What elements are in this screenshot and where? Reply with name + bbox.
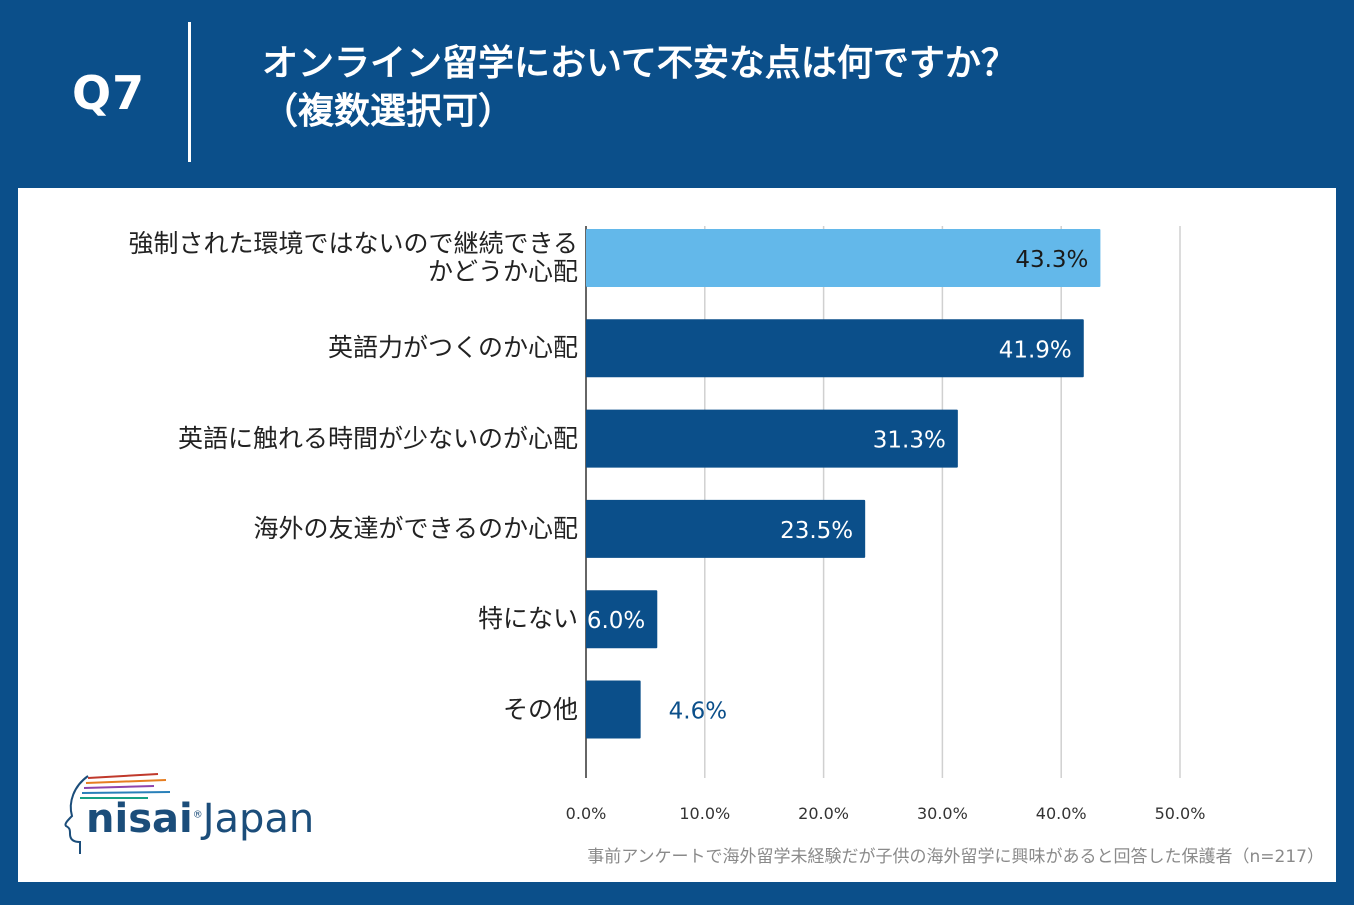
category-label-line: 海外の友達ができるのか心配 (253, 513, 578, 543)
bar (586, 680, 641, 739)
category-label: その他 (38, 694, 578, 724)
bar-value-label: 31.3% (873, 428, 946, 454)
category-label-line: 強制された環境ではないので継続できる (128, 229, 578, 258)
category-label-line: 特にない (477, 604, 578, 634)
x-tick-label: 40.0% (1036, 804, 1087, 823)
category-label-line: その他 (502, 694, 578, 724)
bar-value-label: 43.3% (1015, 247, 1088, 273)
logo-registered-mark: ® (192, 809, 203, 821)
logo-brand-bold: nisai (86, 796, 193, 842)
category-label-line: かどうか心配 (427, 257, 578, 286)
bar (586, 409, 958, 468)
bar (586, 319, 1084, 378)
category-label: 英語力がつくのか心配 (38, 334, 578, 362)
bar-value-label: 23.5% (780, 518, 853, 544)
bar (586, 229, 1101, 287)
category-label-line: 英語力がつくのか心配 (327, 333, 578, 363)
logo-head-icon (64, 773, 171, 854)
category-label: 特にない (38, 605, 578, 633)
header-divider (188, 22, 191, 162)
bar (586, 499, 866, 558)
x-tick-label: 50.0% (1155, 804, 1206, 823)
header: Q7 オンライン留学において不安な点は何ですか？ （複数選択可） (0, 0, 1354, 188)
x-tick-label: 30.0% (917, 804, 968, 823)
chart-panel: 強制された環境ではないので継続できる かどうか心配英語力がつくのか心配英語に触れる… (18, 188, 1336, 882)
logo-brand-regular: Japan (202, 796, 315, 842)
category-label-line: 英語に触れる時間が少ないのが心配 (177, 423, 578, 453)
category-label: 英語に触れる時間が少ないのが心配 (38, 423, 578, 453)
bar-value-label: 6.0% (587, 608, 645, 634)
category-labels: 強制された環境ではないので継続できる かどうか心配英語力がつくのか心配英語に触れる… (38, 188, 578, 788)
x-tick-label: 20.0% (798, 804, 849, 823)
x-tick-label: 10.0% (679, 804, 730, 823)
x-tick-label: 0.0% (566, 804, 607, 823)
question-title-line-1: オンライン留学において不安な点は何ですか？ (262, 43, 1017, 84)
question-title: オンライン留学において不安な点は何ですか？ （複数選択可） (262, 40, 1302, 136)
question-title-line-2: （複数選択可） (262, 91, 515, 132)
bar-value-label: 41.9% (999, 337, 1072, 363)
logo-wordmark: nisai®Japan (86, 796, 314, 842)
bar-value-label: 4.6% (669, 699, 727, 725)
bar-chart: 0.0% 10.0% 20.0% 30.0% 40.0% 50.0% 43.3% 41.9% 3… (566, 226, 1206, 823)
category-label: 海外の友達ができるのか心配 (38, 513, 578, 543)
bar (586, 590, 658, 649)
question-number: Q7 (72, 66, 146, 120)
nisai-japan-logo: nisai®Japan (58, 768, 318, 858)
category-label: 強制された環境ではないので継続できる かどうか心配 (38, 230, 578, 286)
footnote: 事前アンケートで海外留学未経験だが子供の海外留学に興味があると回答した保護者（n… (587, 847, 1324, 867)
